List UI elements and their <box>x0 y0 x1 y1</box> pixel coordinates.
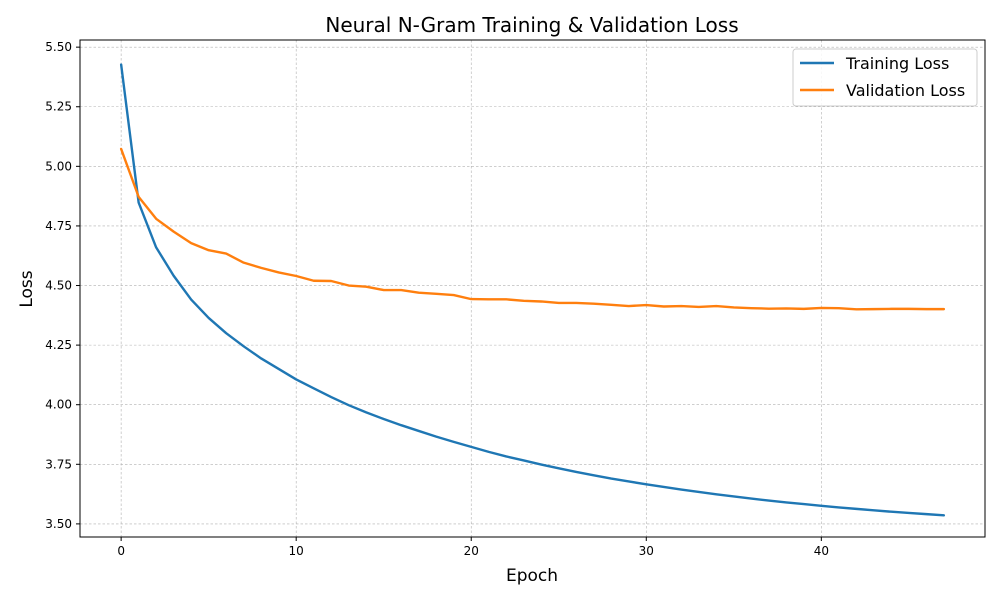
x-tick-label: 0 <box>117 544 125 558</box>
x-tick-label: 10 <box>289 544 304 558</box>
y-tick-label: 4.50 <box>45 279 72 293</box>
y-tick-label: 4.00 <box>45 398 72 412</box>
legend-box <box>792 48 978 107</box>
series-line-training-loss <box>119 63 946 517</box>
y-axis: 3.50 3.75 4.00 4.25 4.50 4.75 5.00 5.25 5.50 <box>45 40 80 531</box>
series-lines <box>119 63 946 517</box>
x-axis-label: Epoch <box>506 566 558 586</box>
plot-frame <box>79 39 986 538</box>
y-tick-label: 5.25 <box>45 100 72 114</box>
y-tick-label: 4.75 <box>45 219 72 233</box>
x-tick-label: 20 <box>464 544 479 558</box>
legend: Training Loss Validation Loss <box>792 48 978 107</box>
legend-label-validation-loss: Validation Loss <box>846 81 965 100</box>
grid <box>80 40 985 537</box>
y-tick-label: 4.25 <box>45 338 72 352</box>
y-axis-label: Loss <box>17 270 37 307</box>
y-tick-label: 5.00 <box>45 159 72 173</box>
x-axis: 0 10 20 30 40 <box>117 537 829 558</box>
y-tick-label: 3.50 <box>45 517 72 531</box>
chart-title: Neural N-Gram Training & Validation Loss <box>325 13 738 37</box>
y-tick-label: 3.75 <box>45 457 72 471</box>
y-tick-label: 5.50 <box>45 40 72 54</box>
x-tick-label: 30 <box>639 544 654 558</box>
x-tick-label: 40 <box>814 544 829 558</box>
legend-label-training-loss: Training Loss <box>845 54 949 73</box>
series-line-validation-loss <box>119 147 946 311</box>
